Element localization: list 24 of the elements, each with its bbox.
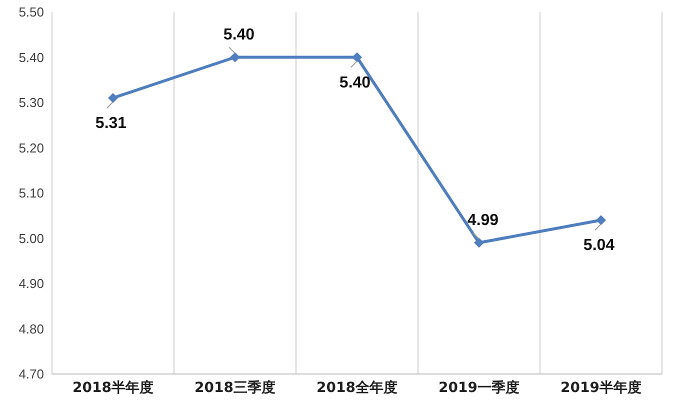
- x-tick-label: 2018全年度: [316, 378, 398, 396]
- y-tick-label: 5.00: [18, 230, 44, 246]
- text: 4.99: [467, 212, 499, 229]
- y-tick-label: 5.10: [18, 186, 44, 201]
- x-tick-label: 2018三季度: [194, 378, 276, 396]
- text: 5.40: [339, 74, 371, 92]
- x-tick-label: 2019一季度: [438, 378, 520, 396]
- y-tick-label: 5.40: [18, 50, 44, 65]
- point: [474, 238, 484, 248]
- y-tick-label: 4.90: [18, 276, 44, 292]
- text: 5.40: [223, 26, 255, 44]
- point: [108, 92, 118, 103]
- text: 5.31: [95, 114, 127, 132]
- y-tick-label: 5.20: [18, 140, 44, 156]
- y-tick-label: 4.80: [18, 321, 44, 336]
- text: 5.04: [583, 237, 615, 254]
- y-tick-label: 5.30: [18, 95, 44, 110]
- y-tick-label: 4.70: [18, 366, 44, 382]
- point: [230, 52, 240, 62]
- point: [596, 215, 606, 226]
- y-tick-label: 5.50: [18, 4, 44, 20]
- x-tick-label: 2018半年度: [72, 378, 154, 396]
- x-tick-label: 2019半年度: [560, 378, 642, 396]
- point: [352, 52, 362, 62]
